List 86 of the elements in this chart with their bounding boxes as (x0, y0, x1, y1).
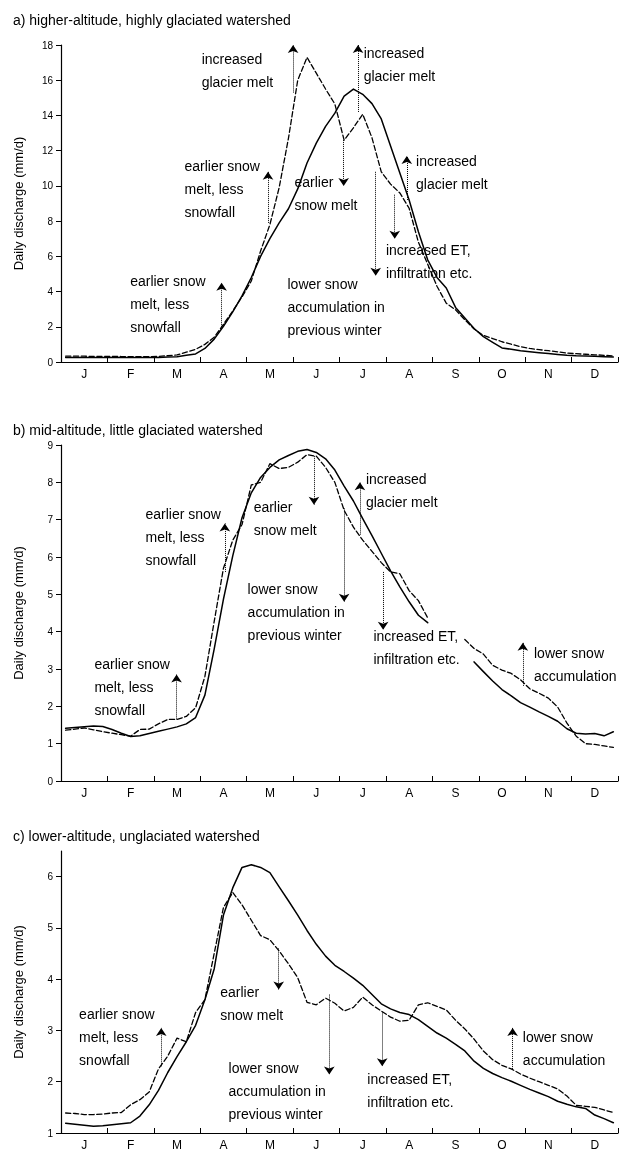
annotation: lower snow accumulation in previous winter (228, 1059, 326, 1122)
y-axis-title: Daily discharge (mm/d) (11, 925, 26, 1059)
x-tick-label: F (126, 786, 135, 800)
y-tick-label: 3 (47, 663, 54, 675)
x-tick-label: D (590, 1138, 600, 1152)
x-tick-label: M (264, 786, 275, 800)
annotation: earlier snow melt, less snowfall (94, 655, 171, 718)
x-tick-label: M (264, 367, 275, 381)
x-tick-label: F (126, 1138, 135, 1152)
annotation: earlier snow melt, less snowfall (145, 506, 222, 569)
y-tick-label: 2 (47, 321, 54, 333)
y-tick-label: 8 (47, 476, 54, 488)
y-tick-label: 16 (41, 74, 54, 86)
x-tick-label: J (81, 367, 88, 381)
x-tick-label: J (81, 1138, 88, 1152)
x-tick-label: A (219, 367, 228, 381)
annotation: lower snow accumulation in previous winter (247, 581, 345, 644)
annotation: increased ET, infiltration etc. (367, 1070, 454, 1110)
x-tick-label: J (359, 1138, 366, 1152)
y-tick-label: 10 (41, 180, 54, 192)
chart-title: a) higher-altitude, highly glaciated watershed (13, 12, 291, 28)
x-tick-label: M (264, 1138, 275, 1152)
y-tick-label: 3 (47, 1024, 54, 1036)
y-tick-label: 14 (41, 109, 54, 121)
x-tick-label: J (359, 367, 366, 381)
y-tick-label: 6 (47, 871, 54, 883)
y-tick-label: 12 (41, 145, 54, 157)
x-tick-label: A (405, 786, 414, 800)
annotation: increased ET, infiltration etc. (373, 627, 460, 667)
y-tick-label: 1 (47, 1127, 54, 1139)
y-tick-label: 4 (47, 973, 54, 985)
annotation: increased glacier melt (416, 153, 488, 193)
x-tick-label: S (451, 786, 460, 800)
x-tick-label: J (313, 367, 320, 381)
y-tick-label: 6 (47, 551, 54, 563)
y-tick-label: 0 (47, 775, 54, 787)
x-tick-label: N (544, 367, 553, 381)
y-axis-title: Daily discharge (mm/d) (11, 546, 26, 680)
x-tick-label: S (451, 367, 460, 381)
y-tick-label: 4 (47, 626, 54, 638)
annotation: lower snow accumulation in previous winter (287, 275, 385, 338)
y-axis-title: Daily discharge (mm/d) (11, 136, 26, 271)
annotation: earlier snow melt, less snowfall (79, 1005, 156, 1068)
x-tick-label: D (590, 786, 600, 800)
y-tick-label: 18 (41, 39, 54, 51)
y-tick-label: 7 (47, 514, 54, 526)
x-tick-label: O (497, 786, 507, 800)
y-tick-label: 2 (47, 1076, 54, 1088)
annotation: lower snow accumulation (533, 644, 617, 684)
annotation: lower snow accumulation (522, 1028, 606, 1068)
annotation: increased glacier melt (365, 470, 438, 510)
y-tick-label: 6 (47, 250, 54, 262)
chart-title: c) lower-altitude, unglaciated watershed (13, 828, 260, 844)
x-tick-label: F (126, 367, 135, 381)
annotation: earlier snow melt (220, 983, 284, 1023)
x-tick-label: A (405, 1138, 414, 1152)
annotation: increased glacier melt (363, 44, 436, 84)
chart-title: b) mid-altitude, little glaciated watershed (13, 422, 263, 438)
y-tick-label: 4 (47, 286, 54, 298)
y-tick-label: 2 (47, 700, 54, 712)
x-tick-label: S (451, 1138, 460, 1152)
x-tick-label: A (219, 1138, 228, 1152)
annotation: earlier snow melt, less snowfall (184, 157, 261, 220)
y-tick-label: 5 (47, 588, 54, 600)
annotation: earlier snow melt (253, 498, 317, 538)
y-tick-label: 0 (47, 356, 54, 368)
x-tick-label: N (544, 1138, 553, 1152)
x-tick-label: O (497, 1138, 507, 1152)
annotation: earlier snow melt, less snowfall (130, 273, 207, 336)
x-tick-label: J (359, 786, 366, 800)
y-tick-label: 5 (47, 922, 54, 934)
x-tick-label: M (172, 1138, 183, 1152)
x-tick-label: A (219, 786, 228, 800)
x-tick-label: O (497, 367, 507, 381)
annotation: increased glacier melt (201, 51, 274, 91)
x-tick-label: N (544, 786, 553, 800)
x-tick-label: J (81, 786, 88, 800)
x-tick-label: M (172, 786, 183, 800)
x-tick-label: A (405, 367, 414, 381)
y-tick-label: 9 (47, 439, 54, 451)
x-tick-label: M (172, 367, 183, 381)
y-tick-label: 8 (47, 215, 54, 227)
x-tick-label: J (313, 1138, 320, 1152)
y-tick-label: 1 (47, 738, 54, 750)
x-tick-label: D (590, 367, 600, 381)
x-tick-label: J (313, 786, 320, 800)
